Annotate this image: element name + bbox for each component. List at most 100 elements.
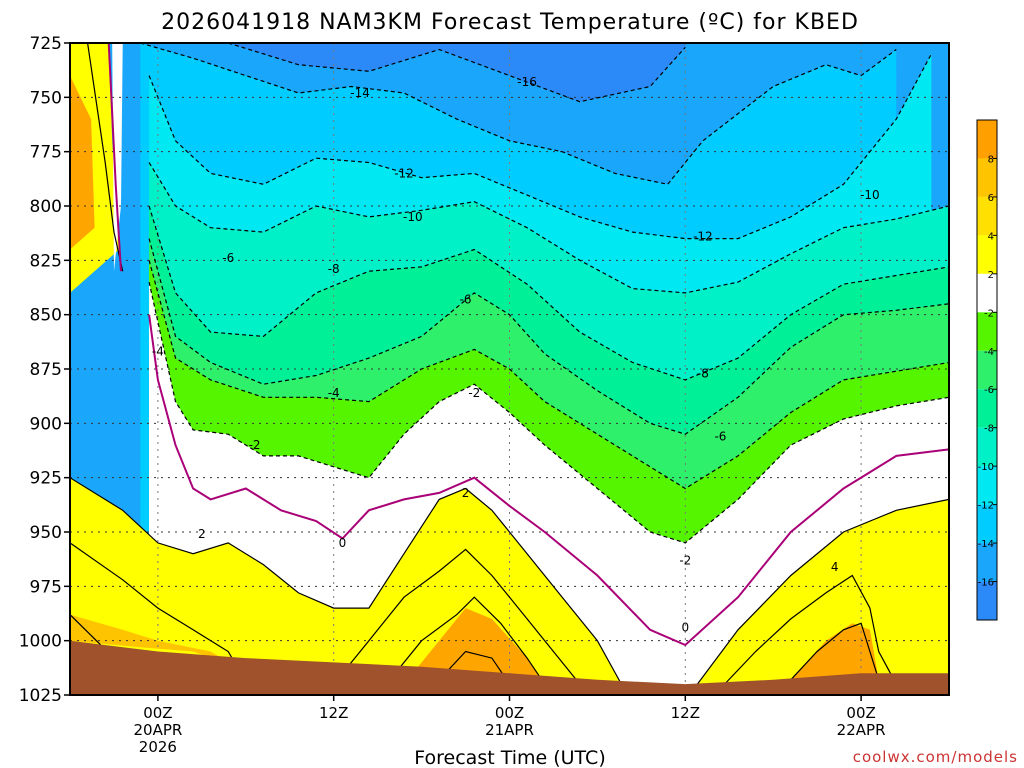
x-tick-label: 12Z bbox=[671, 704, 700, 722]
contour-label: -6 bbox=[460, 292, 472, 306]
colorbar-swatch bbox=[977, 350, 997, 390]
colorbar-label: 4 bbox=[988, 231, 994, 242]
fill-region--16 bbox=[228, 43, 686, 102]
contour--16-0 bbox=[228, 43, 686, 103]
colorbar-swatch bbox=[977, 543, 997, 582]
colorbar-swatch bbox=[977, 196, 997, 236]
contour-0-19 bbox=[107, 43, 122, 272]
y-tick-label: 825 bbox=[30, 251, 62, 271]
contour-2-9 bbox=[70, 477, 625, 689]
x-tick-label: 20APR bbox=[133, 721, 182, 739]
colorbar-label: -6 bbox=[984, 385, 994, 396]
colorbar-swatch bbox=[977, 389, 997, 428]
colorbar-label: -4 bbox=[984, 347, 994, 358]
contour-0-8 bbox=[148, 314, 949, 647]
contour-label: -6 bbox=[714, 429, 726, 443]
x-tick-label: 22APR bbox=[837, 721, 886, 739]
credit-text: coolwx.com/models bbox=[853, 748, 1018, 766]
contour--14-1 bbox=[140, 43, 897, 185]
contour-8-17 bbox=[438, 650, 510, 685]
x-tick-label: 00Z bbox=[143, 704, 172, 722]
y-tick-label: 800 bbox=[30, 197, 62, 217]
x-tick-label: 00Z bbox=[495, 704, 524, 722]
y-tick-label: 925 bbox=[30, 469, 62, 489]
y-tick-label: 775 bbox=[30, 143, 62, 163]
contour--10-3 bbox=[148, 162, 949, 294]
fill-left-white bbox=[112, 43, 123, 272]
x-tick-label: 12Z bbox=[319, 704, 348, 722]
contour-labels: -16 -14 -12 -12 -10 -10 -8 -8 -6 -6 -6 -4 -4 -2 -2 -2 0 0… bbox=[152, 75, 880, 635]
x-tick-label: 00Z bbox=[846, 704, 875, 722]
colorbar-label: 8 bbox=[988, 154, 994, 165]
warm-patch-0 bbox=[70, 614, 237, 667]
contour--6-5 bbox=[148, 238, 949, 435]
contour--12-2 bbox=[148, 53, 932, 240]
contour-label: 2 bbox=[198, 527, 206, 541]
ground-fill bbox=[70, 640, 949, 695]
warm-patches bbox=[70, 608, 879, 685]
contour--2-7 bbox=[148, 281, 949, 544]
contour-4-11 bbox=[70, 542, 238, 668]
y-tick-label: 875 bbox=[30, 360, 62, 380]
ground-layer bbox=[70, 640, 949, 695]
y-axis: 725 750 775 800 825 850 875 900 925 950 975 1000 102… bbox=[19, 34, 70, 706]
contour-2-18 bbox=[87, 43, 124, 272]
contour-label: -16 bbox=[517, 75, 537, 89]
contour-label: -12 bbox=[394, 166, 414, 180]
contour-label: 0 bbox=[339, 536, 347, 550]
colorbar: 8 6 4 2 -2 -4 -6 -8 -10 -12 -14 -16 bbox=[976, 119, 998, 621]
fill-region-2-right bbox=[694, 499, 949, 695]
contour-label: -10 bbox=[860, 188, 880, 202]
colorbar-label: -14 bbox=[978, 539, 994, 550]
colorbar-label: -16 bbox=[978, 578, 994, 589]
colorbar-swatch bbox=[977, 158, 997, 197]
y-tick-label: 850 bbox=[30, 306, 62, 326]
x-axis-label: Forecast Time (UTC) bbox=[414, 747, 605, 768]
contour-label: -4 bbox=[328, 386, 340, 400]
y-tick-label: 975 bbox=[30, 577, 62, 597]
warm-patch-1 bbox=[404, 608, 545, 685]
contour-2-10 bbox=[693, 498, 949, 689]
contour-label: 2 bbox=[462, 486, 470, 500]
colorbar-label: 6 bbox=[988, 193, 994, 204]
colorbar-frame bbox=[976, 119, 998, 621]
contour-4-13 bbox=[720, 574, 897, 689]
contour-label: -4 bbox=[152, 345, 164, 359]
contour-label: -14 bbox=[350, 86, 370, 100]
contour--4-6 bbox=[148, 260, 949, 490]
colorbar-swatch bbox=[977, 120, 997, 159]
contour-label: -6 bbox=[222, 251, 234, 265]
colorbar-label: -2 bbox=[984, 308, 994, 319]
plot-area: -16 -14 -12 -12 -10 -10 -8 -8 -6 -6 -6 -4 -4 -2 -2 -2 0 0… bbox=[70, 43, 949, 695]
chart-title: 2026041918 NAM3KM Forecast Temperature (… bbox=[161, 10, 859, 35]
y-tick-label: 1000 bbox=[19, 632, 62, 652]
contour-label: -2 bbox=[468, 386, 480, 400]
contour-6-15 bbox=[385, 596, 546, 685]
colorbar-swatch bbox=[977, 427, 997, 467]
colorbar-swatch bbox=[977, 235, 997, 274]
contour-label: -2 bbox=[679, 553, 691, 567]
colorbar-label: -12 bbox=[978, 501, 994, 512]
y-tick-label: 1025 bbox=[19, 686, 62, 706]
x-tick-label: 21APR bbox=[485, 721, 534, 739]
contour-label: -8 bbox=[697, 366, 709, 380]
contour-label: -12 bbox=[693, 229, 713, 243]
colorbar-label: -8 bbox=[984, 424, 994, 435]
contour-4-12 bbox=[333, 548, 581, 685]
contour-label: -8 bbox=[328, 262, 340, 276]
y-tick-label: 900 bbox=[30, 414, 62, 434]
contour--8-4 bbox=[148, 205, 949, 381]
x-tick-label: 2026 bbox=[139, 738, 177, 756]
colorbar-label: -10 bbox=[978, 462, 994, 473]
y-tick-label: 750 bbox=[30, 88, 62, 108]
contour-label: 0 bbox=[681, 621, 689, 635]
colorbar-swatch bbox=[977, 581, 997, 620]
fill-left-orange bbox=[70, 75, 95, 250]
contour-6-16 bbox=[790, 622, 880, 681]
colorbar-swatch bbox=[977, 312, 997, 351]
colorbar-swatch bbox=[977, 504, 997, 544]
contour-label: -10 bbox=[403, 210, 423, 224]
contours bbox=[70, 43, 949, 689]
